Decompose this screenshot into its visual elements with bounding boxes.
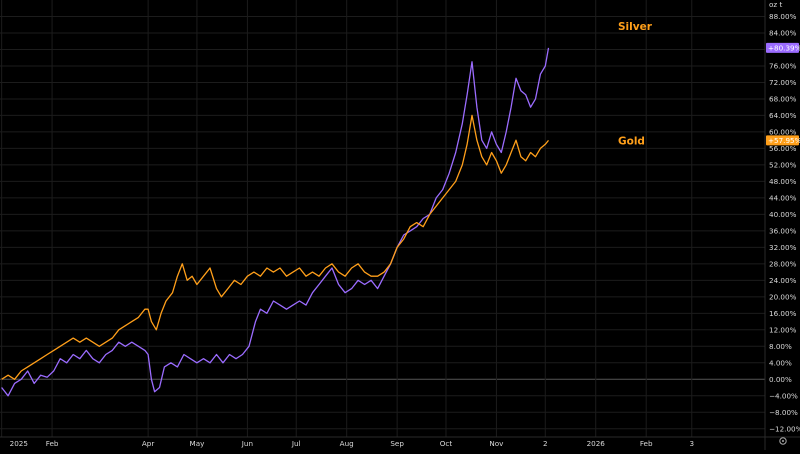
- x-tick-label: 3: [689, 439, 694, 448]
- y-tick-label: 36.00%: [769, 226, 797, 235]
- y-tick-label: 16.00%: [769, 309, 797, 318]
- x-tick-label: Feb: [640, 439, 653, 448]
- x-tick-label: Jul: [291, 439, 301, 448]
- series-line-silver: [1, 47, 550, 397]
- y-tick-label: 44.00%: [769, 193, 797, 202]
- y-tick-label: 20.00%: [769, 292, 797, 301]
- y-tick-label: 68.00%: [769, 94, 797, 103]
- x-tick-label: Sep: [390, 439, 404, 448]
- y-tick-label: 12.00%: [769, 325, 797, 334]
- y-tick-label: 24.00%: [769, 276, 797, 285]
- x-tick-label: 2025: [10, 439, 28, 448]
- grid: [0, 0, 765, 437]
- x-tick-label: Aug: [340, 439, 354, 448]
- x-tick-label: 2: [543, 439, 548, 448]
- y-tick-label: −12.00%: [769, 424, 800, 433]
- y-tick-label: 32.00%: [769, 243, 797, 252]
- series-annotations: Silver Gold: [618, 21, 653, 147]
- y-tick-label: 48.00%: [769, 177, 797, 186]
- scale-label[interactable]: oz t: [769, 0, 782, 9]
- annotation-silver: Silver: [618, 21, 653, 33]
- y-tick-label: 64.00%: [769, 111, 797, 120]
- last-value-badge-gold: [766, 135, 799, 146]
- time-axis[interactable]: 2025 Feb Apr May Jun Jul Aug Sep Oct Nov 2 2026 Feb 3: [10, 439, 694, 448]
- series-layer: [1, 47, 550, 397]
- y-tick-label: 40.00%: [769, 210, 797, 219]
- last-value-badges: +80.39% +57.95%: [766, 42, 800, 146]
- series-line-gold: [1, 114, 550, 380]
- y-tick-label: 52.00%: [769, 160, 797, 169]
- x-tick-label: Jun: [241, 439, 253, 448]
- last-value-text-silver: +80.39%: [768, 43, 800, 52]
- y-tick-label: 84.00%: [769, 28, 797, 37]
- price-axis[interactable]: −12.00% −8.00% −4.00% 0.00% 4.00% 8.00% 12.00%…: [769, 12, 800, 433]
- x-tick-label: May: [190, 439, 206, 448]
- last-value-text-gold: +57.95%: [768, 136, 800, 145]
- y-tick-label: 88.00%: [769, 12, 797, 21]
- x-tick-label: Oct: [440, 439, 453, 448]
- y-tick-label: 72.00%: [769, 78, 797, 87]
- y-tick-label: 8.00%: [769, 342, 792, 351]
- y-tick-label: −4.00%: [769, 391, 798, 400]
- last-value-badge-silver: [766, 42, 799, 53]
- x-tick-label: Nov: [489, 439, 504, 448]
- x-tick-label: Feb: [46, 439, 59, 448]
- annotation-gold: Gold: [618, 135, 645, 147]
- y-tick-label: 28.00%: [769, 259, 797, 268]
- y-tick-label: 76.00%: [769, 61, 797, 70]
- y-tick-label: 4.00%: [769, 358, 792, 367]
- y-tick-label: 0.00%: [769, 375, 792, 384]
- x-tick-label: 2026: [587, 439, 606, 448]
- y-tick-label: −8.00%: [769, 408, 798, 417]
- settings-icon[interactable]: [779, 437, 787, 445]
- y-tick-label: 60.00%: [769, 127, 797, 136]
- y-tick-label: 56.00%: [769, 144, 797, 153]
- x-tick-label: Apr: [142, 439, 154, 448]
